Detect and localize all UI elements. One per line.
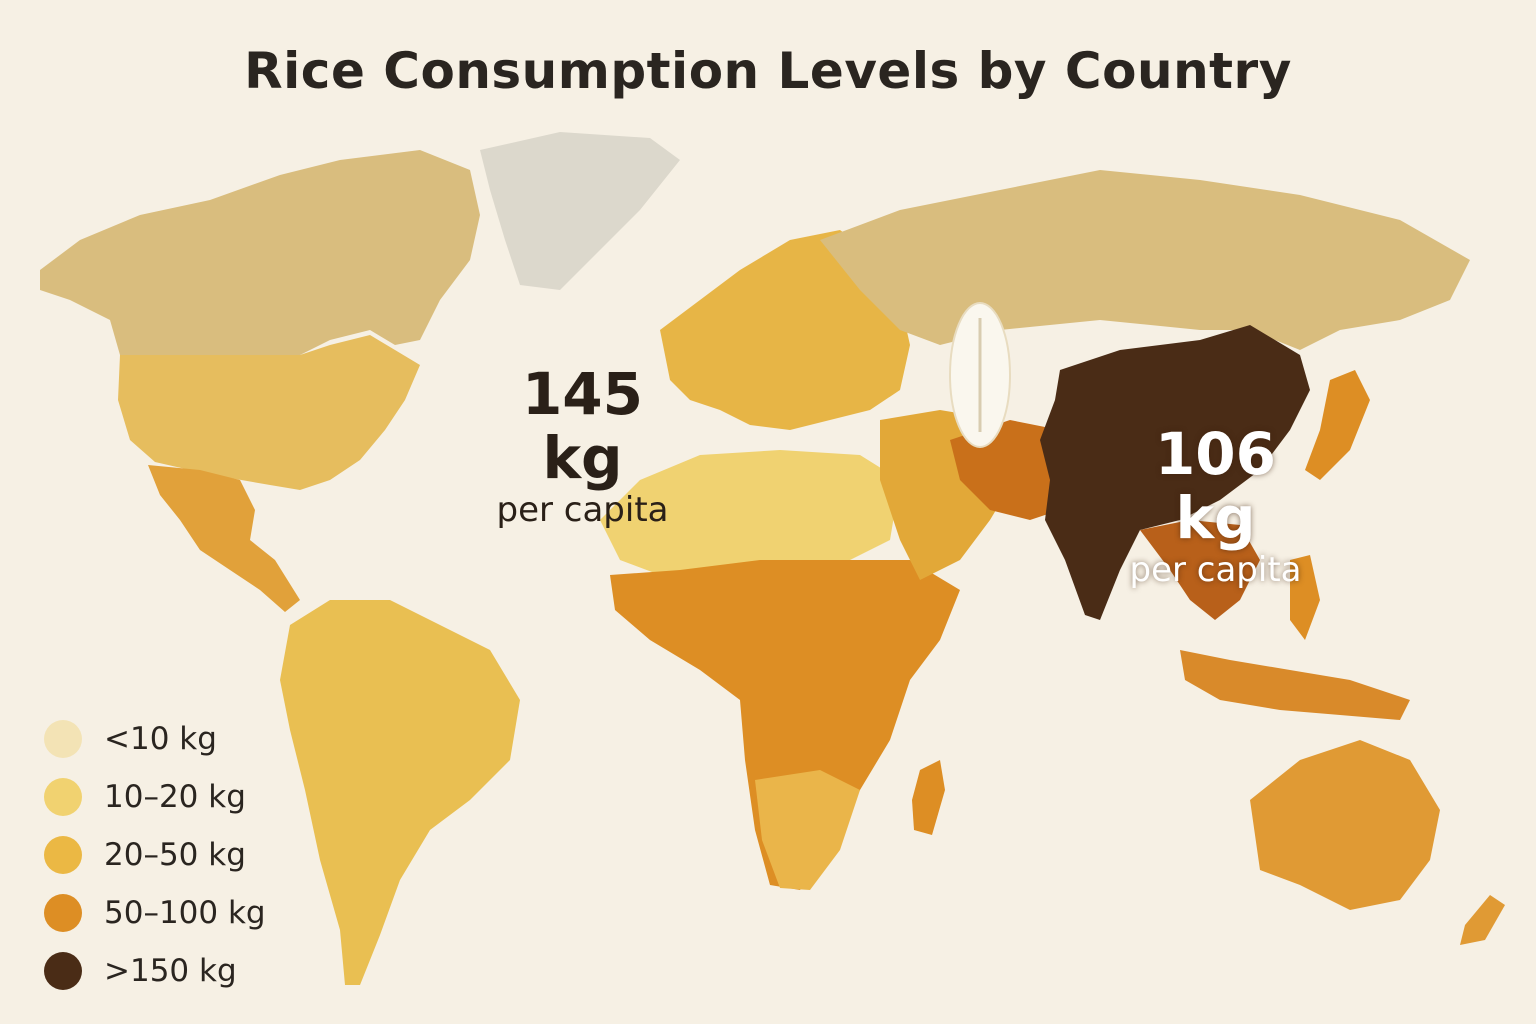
legend-item: <10 kg <box>44 710 266 768</box>
map-title: Rice Consumption Levels by Country <box>244 42 1292 100</box>
region-europe <box>660 230 910 430</box>
region-south-america <box>280 600 520 985</box>
region-indonesia <box>1180 650 1410 720</box>
legend-item: >150 kg <box>44 942 266 1000</box>
region-russia <box>820 170 1470 350</box>
region-philippines <box>1290 555 1320 640</box>
callout-east-unit: per capita <box>1129 550 1302 590</box>
legend-swatch <box>44 778 82 816</box>
region-canada <box>40 150 480 355</box>
legend-label: <10 kg <box>104 721 217 757</box>
legend-label: 50–100 kg <box>104 895 266 931</box>
legend-swatch <box>44 894 82 932</box>
legend-label: 20–50 kg <box>104 837 246 873</box>
callout-west-unit: per capita <box>496 490 669 530</box>
legend-item: 50–100 kg <box>44 884 266 942</box>
region-southeast-asia <box>1140 520 1260 620</box>
region-mexico <box>148 465 300 612</box>
legend-swatch <box>44 836 82 874</box>
region-usa <box>118 335 420 490</box>
legend-item: 20–50 kg <box>44 826 266 884</box>
region-new-zealand <box>1460 895 1505 945</box>
callout-east-value: 106 kg <box>1154 420 1277 552</box>
region-japan <box>1305 370 1370 480</box>
region-china-india <box>1040 325 1310 620</box>
region-southern-africa <box>755 770 860 890</box>
legend-label: 10–20 kg <box>104 779 246 815</box>
region-madagascar <box>912 760 945 835</box>
region-australia <box>1250 740 1440 910</box>
callout-west: 145 kg per capita <box>480 362 685 530</box>
region-greenland <box>480 132 680 290</box>
legend-item: 10–20 kg <box>44 768 266 826</box>
callout-west-value: 145 kg <box>521 360 644 492</box>
region-central-africa <box>610 560 960 890</box>
legend: <10 kg 10–20 kg 20–50 kg 50–100 kg >150 … <box>44 710 266 1000</box>
region-north-africa <box>600 450 900 575</box>
legend-label: >150 kg <box>104 953 237 989</box>
callout-east: 106 kg per capita <box>1108 422 1323 590</box>
legend-swatch <box>44 720 82 758</box>
rice-grain-icon <box>949 302 1011 448</box>
legend-swatch <box>44 952 82 990</box>
